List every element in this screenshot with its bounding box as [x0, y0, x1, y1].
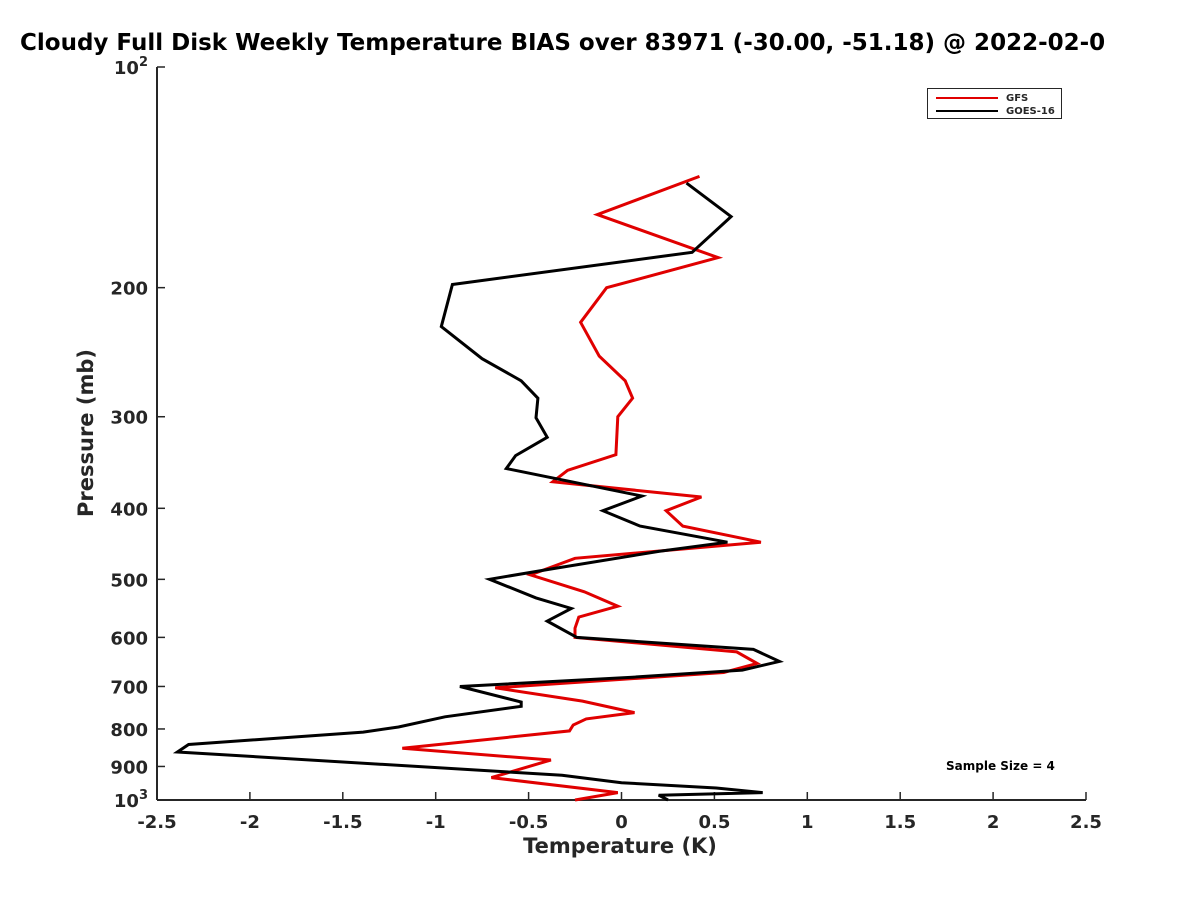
x-tick-label: 1.5 — [884, 812, 916, 833]
y-tick-label: 700 — [110, 677, 148, 698]
legend-entry-gfs: GFS — [936, 92, 1028, 104]
y-axis-label: Pressure (mb) — [74, 349, 98, 517]
x-tick-label: 0 — [615, 812, 628, 833]
y-tick-label: 300 — [110, 408, 148, 429]
y-tick-label: 103 — [114, 788, 148, 812]
series-line-gfs — [402, 174, 762, 802]
x-tick-label: 1 — [801, 812, 814, 833]
data-lines — [172, 174, 784, 802]
x-axis-label: Temperature (K) — [523, 834, 717, 858]
legend-entry-goes16: GOES-16 — [936, 105, 1055, 117]
legend-label-goes16: GOES-16 — [1006, 105, 1055, 117]
y-tick-label: 800 — [110, 720, 148, 741]
chart-title: Cloudy Full Disk Weekly Temperature BIAS… — [20, 30, 1106, 56]
x-tick-label: -2.5 — [137, 812, 176, 833]
x-tick-label: 0.5 — [698, 812, 730, 833]
axes: -2.5 -2 -1.5 -1 -0.5 0 0.5 1 1.5 2 2.5 102 200 300 400… — [110, 55, 1102, 833]
legend-swatch-gfs — [936, 97, 998, 99]
legend-swatch-goes16 — [936, 110, 998, 112]
sample-size-annotation: Sample Size = 4 — [946, 759, 1055, 773]
x-tick-label: -1 — [426, 812, 446, 833]
legend-label-gfs: GFS — [1006, 92, 1029, 104]
x-tick-label: 2.5 — [1070, 812, 1102, 833]
y-tick-label: 102 — [114, 55, 148, 79]
x-tick-label: -0.5 — [509, 812, 548, 833]
x-tick-label: -1.5 — [323, 812, 362, 833]
x-tick-label: 2 — [987, 812, 1000, 833]
series-line-goes-16 — [172, 181, 784, 802]
y-tick-label: 200 — [110, 279, 148, 300]
y-tick-label: 900 — [110, 757, 148, 778]
y-tick-label: 500 — [110, 570, 148, 591]
y-tick-label: 600 — [110, 628, 148, 649]
x-tick-label: -2 — [240, 812, 260, 833]
y-tick-label: 400 — [110, 499, 148, 520]
legend: GFS GOES-16 — [927, 88, 1062, 119]
